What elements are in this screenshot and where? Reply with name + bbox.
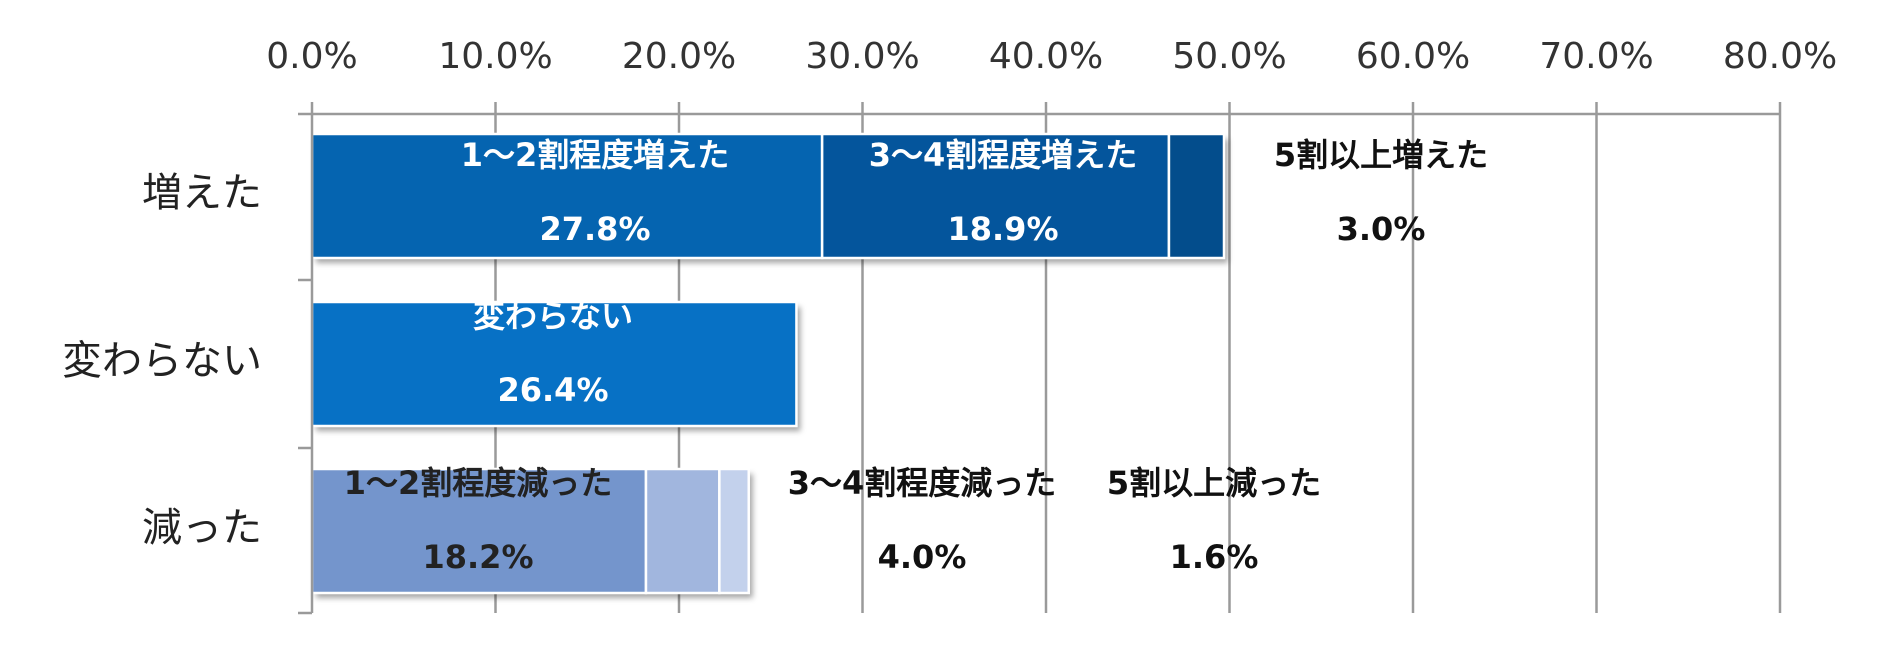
segment-value-label: 26.4% — [497, 371, 608, 409]
segment-name-label: 3～4割程度増えた — [869, 136, 1138, 174]
segment-value-label: 3.0% — [1337, 210, 1426, 248]
axes — [298, 102, 1782, 615]
x-tick-label: 70.0% — [1539, 36, 1653, 77]
bar-segment — [310, 300, 798, 428]
bar-segment — [718, 467, 750, 595]
segment-value-label: 4.0% — [878, 538, 967, 576]
x-tick-label: 50.0% — [1172, 36, 1286, 77]
category-label: 変わらない — [62, 338, 262, 384]
x-tick-label: 10.0% — [438, 36, 552, 77]
segment-value-label: 1.6% — [1170, 538, 1259, 576]
segment-name-label: 3～4割程度減った — [788, 464, 1057, 502]
segment-name-label: 5割以上減った — [1107, 464, 1321, 502]
segment-value-label: 18.2% — [422, 538, 533, 576]
x-axis-ticks: 0.0% 10.0% 20.0% 30.0% 40.0% 50.0% 60.0% 70.0% 8… — [266, 36, 1837, 77]
x-tick-label: 0.0% — [266, 36, 357, 77]
bar-segment — [644, 467, 721, 595]
bar-segment — [820, 132, 1171, 260]
segment-value-label: 18.9% — [947, 210, 1058, 248]
category-label: 減った — [142, 505, 262, 551]
segment-name-label: 5割以上増えた — [1274, 136, 1488, 174]
x-tick-label: 20.0% — [622, 36, 736, 77]
x-tick-label: 30.0% — [805, 36, 919, 77]
category-label: 増えた — [142, 170, 262, 216]
segment-name-label: 1～2割程度減った — [344, 464, 613, 502]
bar-segment — [1167, 132, 1226, 260]
bars — [310, 132, 1226, 595]
x-tick-label: 60.0% — [1356, 36, 1470, 77]
segment-value-label: 27.8% — [539, 210, 650, 248]
segment-name-label: 変わらない — [473, 297, 633, 335]
segment-name-label: 1～2割程度増えた — [461, 136, 730, 174]
segment-labels: 1～2割程度増えた 27.8% 3～4割程度増えた 18.9% 5割以上増えた 3.0% 変… — [344, 136, 1488, 576]
x-tick-label: 80.0% — [1723, 36, 1837, 77]
x-tick-label: 40.0% — [989, 36, 1103, 77]
bar-segment — [310, 132, 824, 260]
